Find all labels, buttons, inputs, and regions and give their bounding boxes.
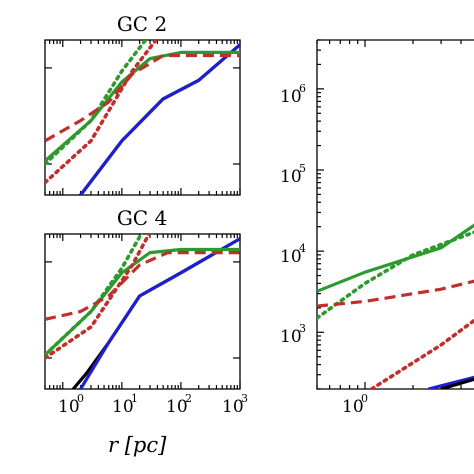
panel-gc2-frame — [44, 39, 241, 196]
x-tick-label: 10 — [58, 397, 80, 417]
panel-main-series — [317, 223, 474, 389]
y-tick-label: 10 — [280, 327, 302, 347]
series-line-3 — [45, 234, 144, 357]
y-tick-exponent: 4 — [299, 242, 306, 255]
main-x-tick-label: 10 — [342, 397, 364, 417]
series-line-1 — [79, 43, 240, 195]
panel-gc4-series — [45, 234, 240, 389]
x-tick-exponent: 0 — [77, 392, 84, 405]
panel-title-gc2: GC 2 — [117, 12, 167, 36]
y-tick-exponent: 3 — [299, 322, 306, 335]
x-tick-label: 10 — [112, 397, 134, 417]
x-tick-exponent: 3 — [241, 392, 248, 405]
x-tick-label: 10 — [222, 397, 244, 417]
y-tick-exponent: 6 — [299, 82, 306, 95]
panel-main-frame — [316, 39, 474, 390]
panel-title-gc4: GC 4 — [117, 206, 167, 230]
y-tick-label: 10 — [280, 247, 302, 267]
axis-ticks — [44, 39, 462, 390]
x-tick-exponent: 2 — [185, 392, 192, 405]
series-line-5 — [45, 234, 152, 360]
gc4-x-tick-labels: 10 0 10 1 10 2 10 3 — [58, 392, 248, 417]
series-line-3 — [369, 318, 474, 389]
x-tick-exponent: 1 — [131, 392, 138, 405]
series-line-5 — [45, 40, 159, 185]
series-line-5 — [440, 377, 474, 389]
series-line-4 — [428, 375, 474, 389]
y-tick-exponent: 5 — [299, 162, 306, 175]
y-tick-label: 10 — [280, 167, 302, 187]
panel-gc2-series — [45, 40, 240, 195]
series-line-3 — [45, 40, 148, 166]
main-y-tick-labels: 10 3 10 4 10 5 10 6 — [280, 82, 306, 347]
y-tick-label: 10 — [280, 87, 302, 107]
series-line-1 — [317, 230, 474, 320]
series-line-4 — [45, 251, 240, 321]
x-axis-label: r [pc] — [108, 433, 167, 457]
series-line-2 — [317, 279, 474, 308]
series-line-1 — [79, 237, 240, 389]
main-x-tick-exponent: 0 — [361, 392, 368, 405]
x-tick-label: 10 — [166, 397, 188, 417]
series-line-2 — [45, 247, 240, 357]
series-line-0 — [317, 223, 474, 293]
